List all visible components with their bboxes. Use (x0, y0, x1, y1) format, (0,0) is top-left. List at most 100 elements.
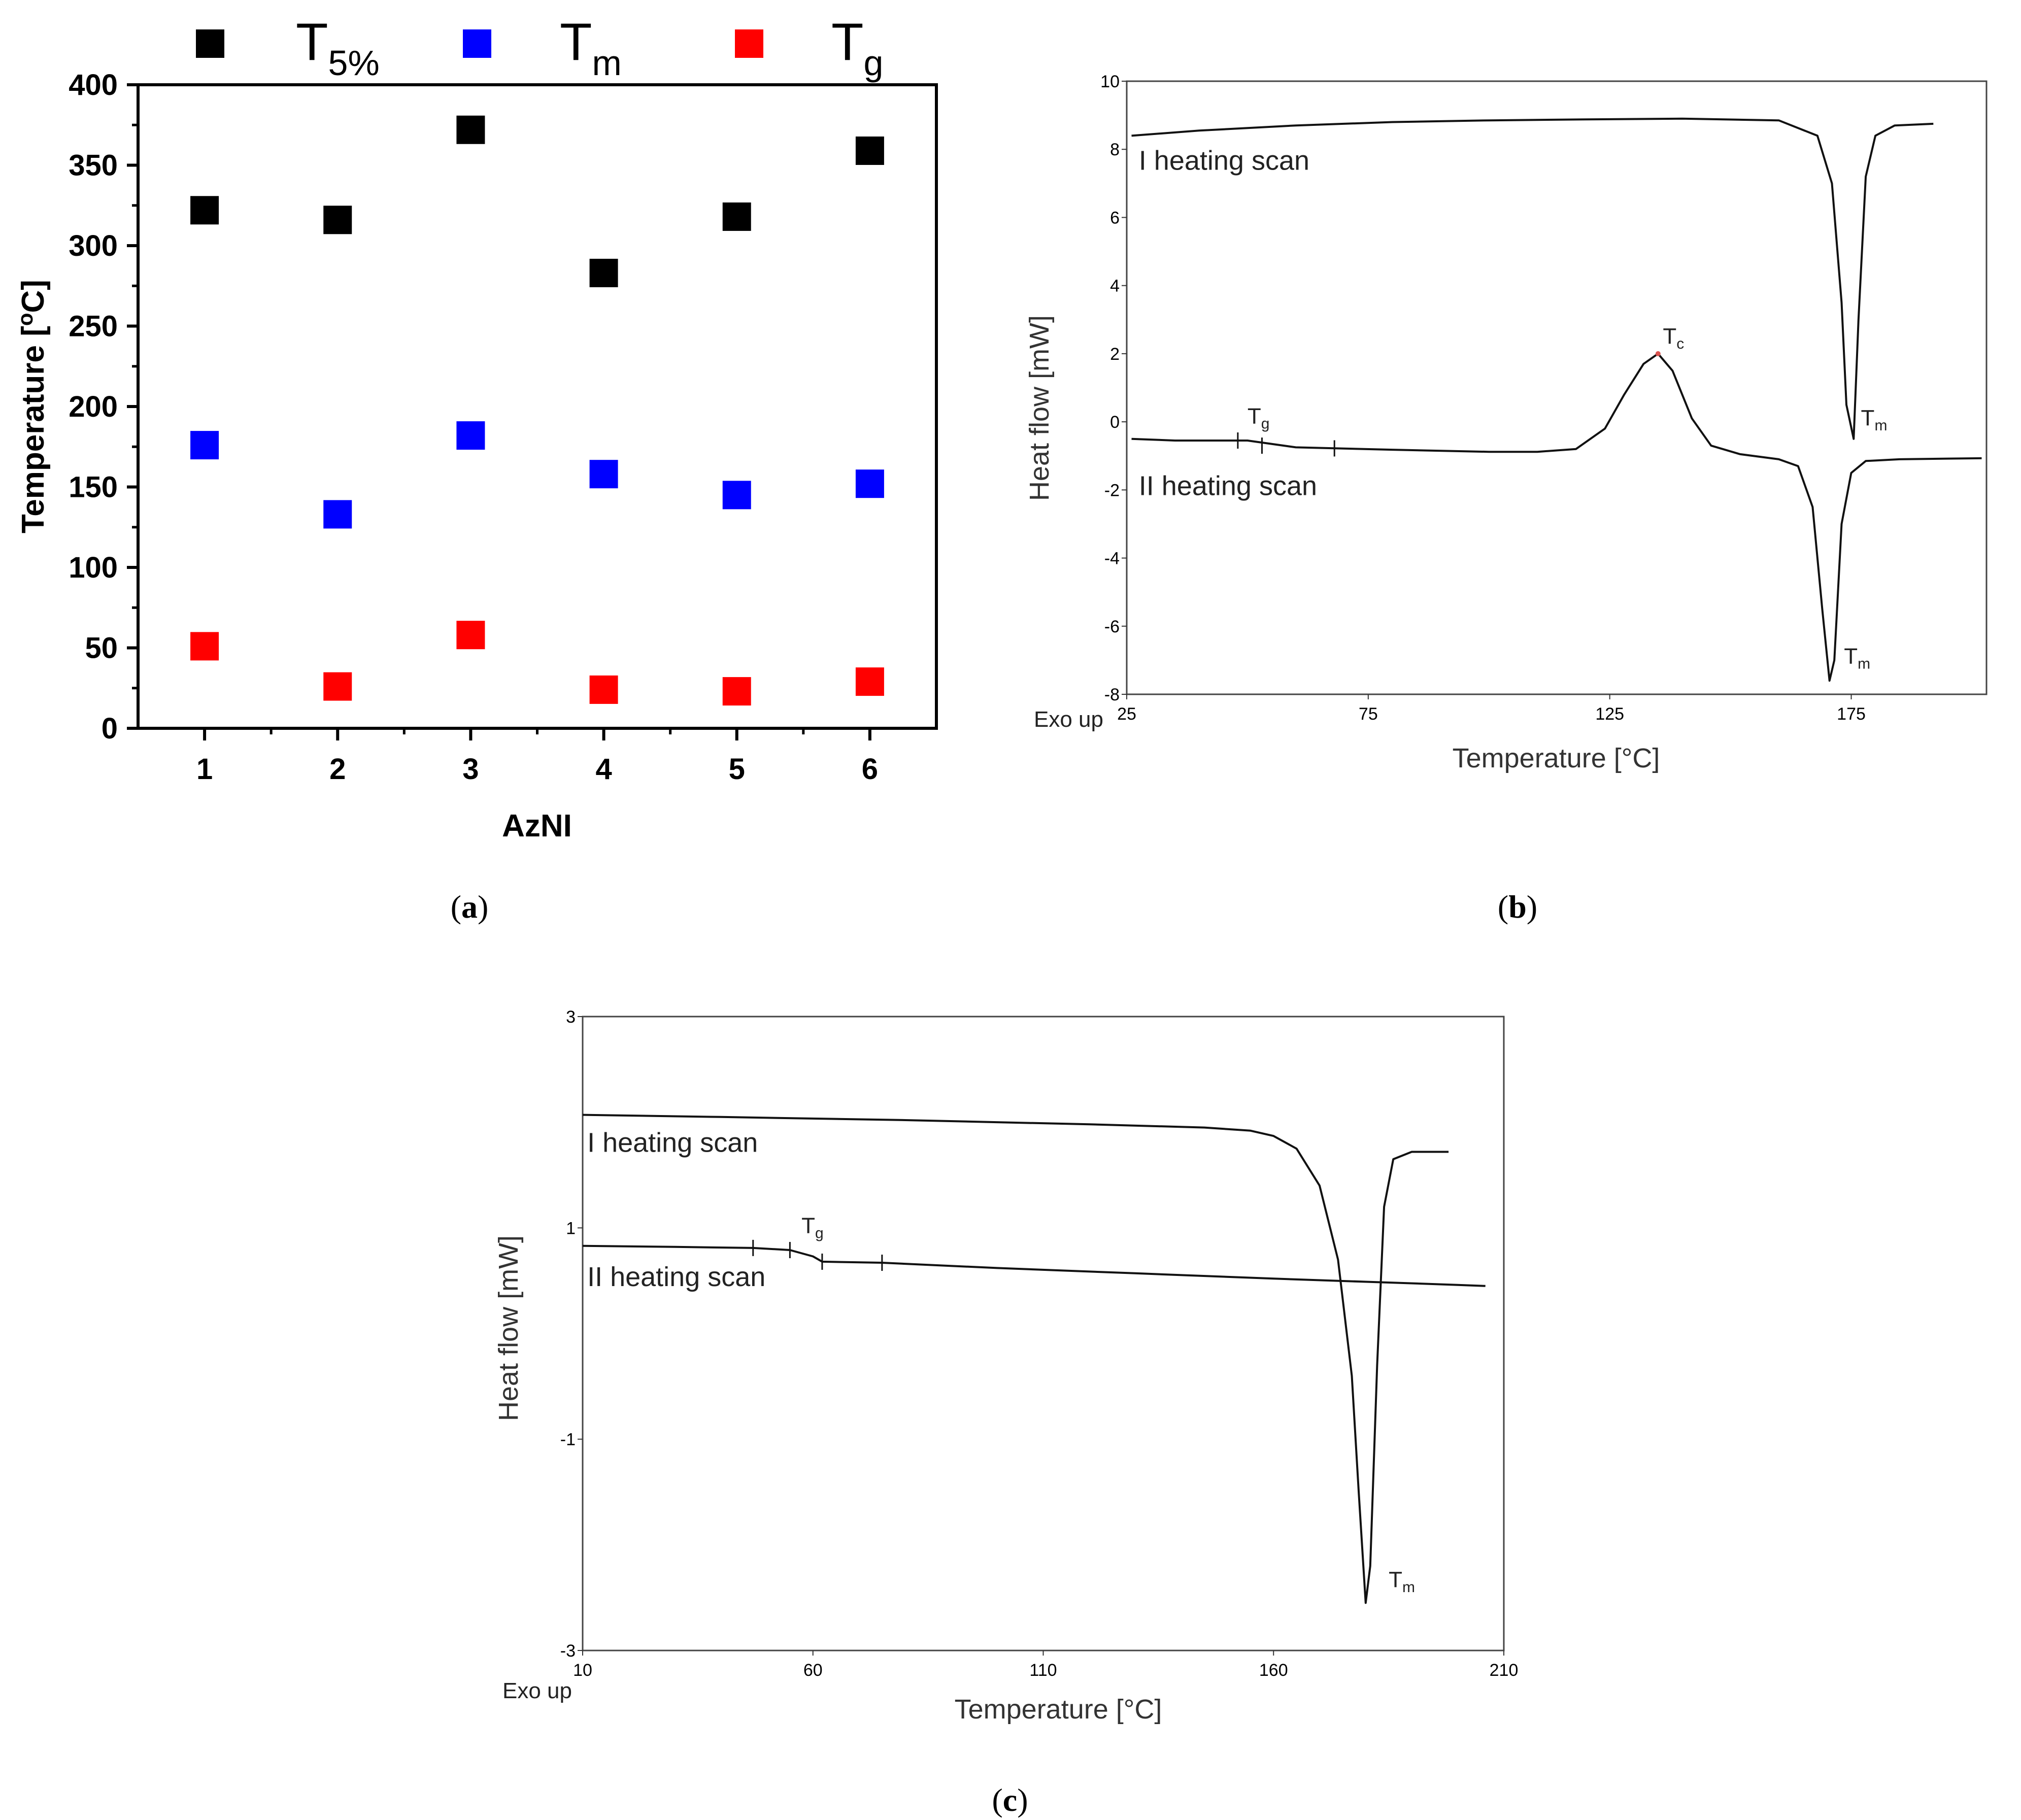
panel-a-y-tick-label: 50 (85, 632, 118, 665)
panel-c-y-ticks: -3 -1 1 3 (560, 1007, 583, 1661)
panel-b-x-tick-label: 25 (1117, 704, 1136, 724)
panel-b-y-tick-label: -6 (1104, 617, 1120, 636)
panel-a-legend: T5% Tm Tg (196, 13, 883, 83)
panel-c-caption: (c) (992, 1782, 1028, 1818)
panel-a-y-tick-label: 0 (102, 712, 118, 745)
panel-b-y-tick-label: 2 (1110, 345, 1120, 364)
panel-a-x-axis-label: AzNI (502, 808, 572, 844)
panel-c-Tm-label-symbol: T (1389, 1567, 1402, 1592)
panel-b-y-tick-label: -8 (1104, 685, 1120, 704)
panel-b-Tm-label: Tm (1844, 644, 1870, 672)
panel-c-y-tick-label: -1 (560, 1430, 576, 1450)
panel-c-Tm-label-subscript: m (1402, 1579, 1415, 1596)
panel-b-caption-letter: b (1508, 889, 1527, 925)
panel-c-y-tick-label: 1 (566, 1219, 576, 1238)
panel-c-y-axis-label: Heat flow [mW] (493, 1235, 524, 1421)
panel-b-y-tick-label: 4 (1110, 277, 1120, 296)
panel-a-y-tick-label: 200 (69, 390, 118, 423)
panel-a-y-tick-label: 300 (69, 229, 118, 262)
panel-b-curve-second-heating (1131, 352, 1982, 682)
panel-c-y-tick-label: 3 (566, 1007, 576, 1027)
panel-a-point-Tm-2 (323, 500, 352, 529)
panel-a-caption: (a) (451, 889, 489, 925)
panel-a-point-T5%-1 (190, 196, 219, 225)
panel-a-point-Tg-2 (323, 672, 352, 701)
panel-b-y-tick-label: 0 (1110, 413, 1120, 432)
panel-b-Tm-label-subscript: m (1858, 656, 1870, 672)
panel-b-plot-frame (1126, 80, 1988, 695)
panel-a-points (190, 115, 884, 706)
panel-a-y-tick-label: 400 (69, 69, 118, 102)
panel-a-point-T5%-6 (855, 136, 884, 165)
panel-a-legend-label-T5%: T5% (296, 13, 380, 83)
panel-a-legend-marker-Tg (735, 29, 763, 58)
panel-a-y-axis-label-superscript: o (13, 313, 37, 326)
panel-a-x-ticks: 1 2 3 4 5 6 (196, 728, 878, 786)
panel-a-legend-label-Tm: Tm (560, 13, 622, 83)
panel-b-caption: (b) (1498, 889, 1537, 925)
panel-b-y-tick-label: -4 (1104, 549, 1120, 568)
panel-b-scan-label: II heating scan (1139, 470, 1317, 501)
panel-c-caption-letter: c (1003, 1782, 1017, 1818)
panel-c-Tg-label-subscript: g (815, 1225, 824, 1242)
panel-a-point-Tm-3 (456, 421, 485, 450)
panel-c-dsc-chart: -3 -1 1 3 10 60 110 160 210 I heating scan II he… (493, 1007, 1518, 1818)
panel-a-legend-label-Tg-symbol: T (831, 13, 864, 72)
panel-a-point-Tg-4 (589, 675, 618, 704)
panel-a-point-T5%-2 (323, 206, 352, 234)
panel-a-point-Tm-1 (190, 431, 219, 460)
panel-a-point-T5%-5 (722, 202, 751, 231)
panel-b-Tc-label-subscript: c (1676, 335, 1684, 352)
panel-c-x-tick-label: 10 (573, 1661, 592, 1680)
panel-c-x-tick-label: 60 (803, 1661, 823, 1680)
panel-b-x-tick-label: 125 (1595, 704, 1624, 724)
panel-b-dsc-chart: -8 -6 -4 -2 0 2 4 6 8 10 25 75 125 175 I heating sca… (1024, 72, 1988, 925)
panel-a-y-axis-label: Temperature [oC] (13, 280, 51, 533)
panel-a-x-tick-label: 4 (595, 753, 612, 786)
panel-a-point-Tm-4 (589, 460, 618, 489)
panel-b-curve-first-heating (1131, 117, 1934, 440)
panel-a-point-T5%-4 (589, 258, 618, 287)
panel-b-Tc-label: Tc (1663, 324, 1684, 352)
panel-a-legend-label-T5%-symbol: T (296, 13, 328, 72)
panel-a-point-Tg-5 (722, 677, 751, 706)
panel-a-y-tick-label: 100 (69, 551, 118, 584)
panel-a-legend-marker-T5% (196, 29, 224, 58)
panel-c-y-tick-label: -3 (560, 1641, 576, 1661)
panel-a-legend-label-Tm-symbol: T (560, 13, 592, 72)
panel-a-x-tick-label: 3 (462, 753, 479, 786)
panel-c-Tg-label-symbol: T (801, 1214, 815, 1238)
panel-b-exo-up-label: Exo up (1034, 707, 1103, 732)
panel-a-legend-label-Tg-subscript: g (864, 43, 884, 83)
panel-a-point-Tm-5 (722, 481, 751, 510)
panel-a-x-tick-label: 1 (196, 753, 213, 786)
panel-b-Tm-label-symbol: T (1861, 406, 1875, 430)
panel-b-curves (1131, 117, 1982, 682)
panel-b-x-axis-label: Temperature [°C] (1453, 743, 1660, 773)
panel-b-Tc-label-symbol: T (1663, 324, 1676, 349)
panel-a-point-Tg-1 (190, 632, 219, 661)
panel-b-Tm-label-symbol: T (1844, 644, 1858, 669)
panel-a-y-axis-label-part1: Temperature [ (16, 326, 51, 533)
panel-b-Tg-label-symbol: T (1248, 403, 1261, 428)
panel-a-y-axis-label-part2: C] (16, 280, 51, 313)
panel-a-point-Tg-3 (456, 621, 485, 650)
panel-a-point-Tg-6 (855, 667, 884, 696)
panel-b-x-tick-label: 175 (1837, 704, 1866, 724)
panel-a-legend-label-Tm-subscript: m (592, 43, 622, 83)
panel-b-y-tick-label: 10 (1100, 72, 1120, 91)
panel-a-legend-marker-Tm (463, 29, 491, 58)
panel-c-Tg-label: Tg (801, 1214, 824, 1242)
panel-a-legend-label-Tg: Tg (831, 13, 883, 83)
panel-c-x-tick-label: 210 (1490, 1661, 1519, 1680)
panel-b-x-ticks: 25 75 125 175 (1117, 694, 1866, 724)
panel-c-curve-first-heating (582, 1114, 1449, 1604)
panel-b-y-ticks: -8 -6 -4 -2 0 2 4 6 8 10 (1100, 72, 1127, 704)
panel-b-y-tick-label: 8 (1110, 140, 1120, 159)
panel-c-x-axis-label: Temperature [°C] (955, 1694, 1162, 1725)
